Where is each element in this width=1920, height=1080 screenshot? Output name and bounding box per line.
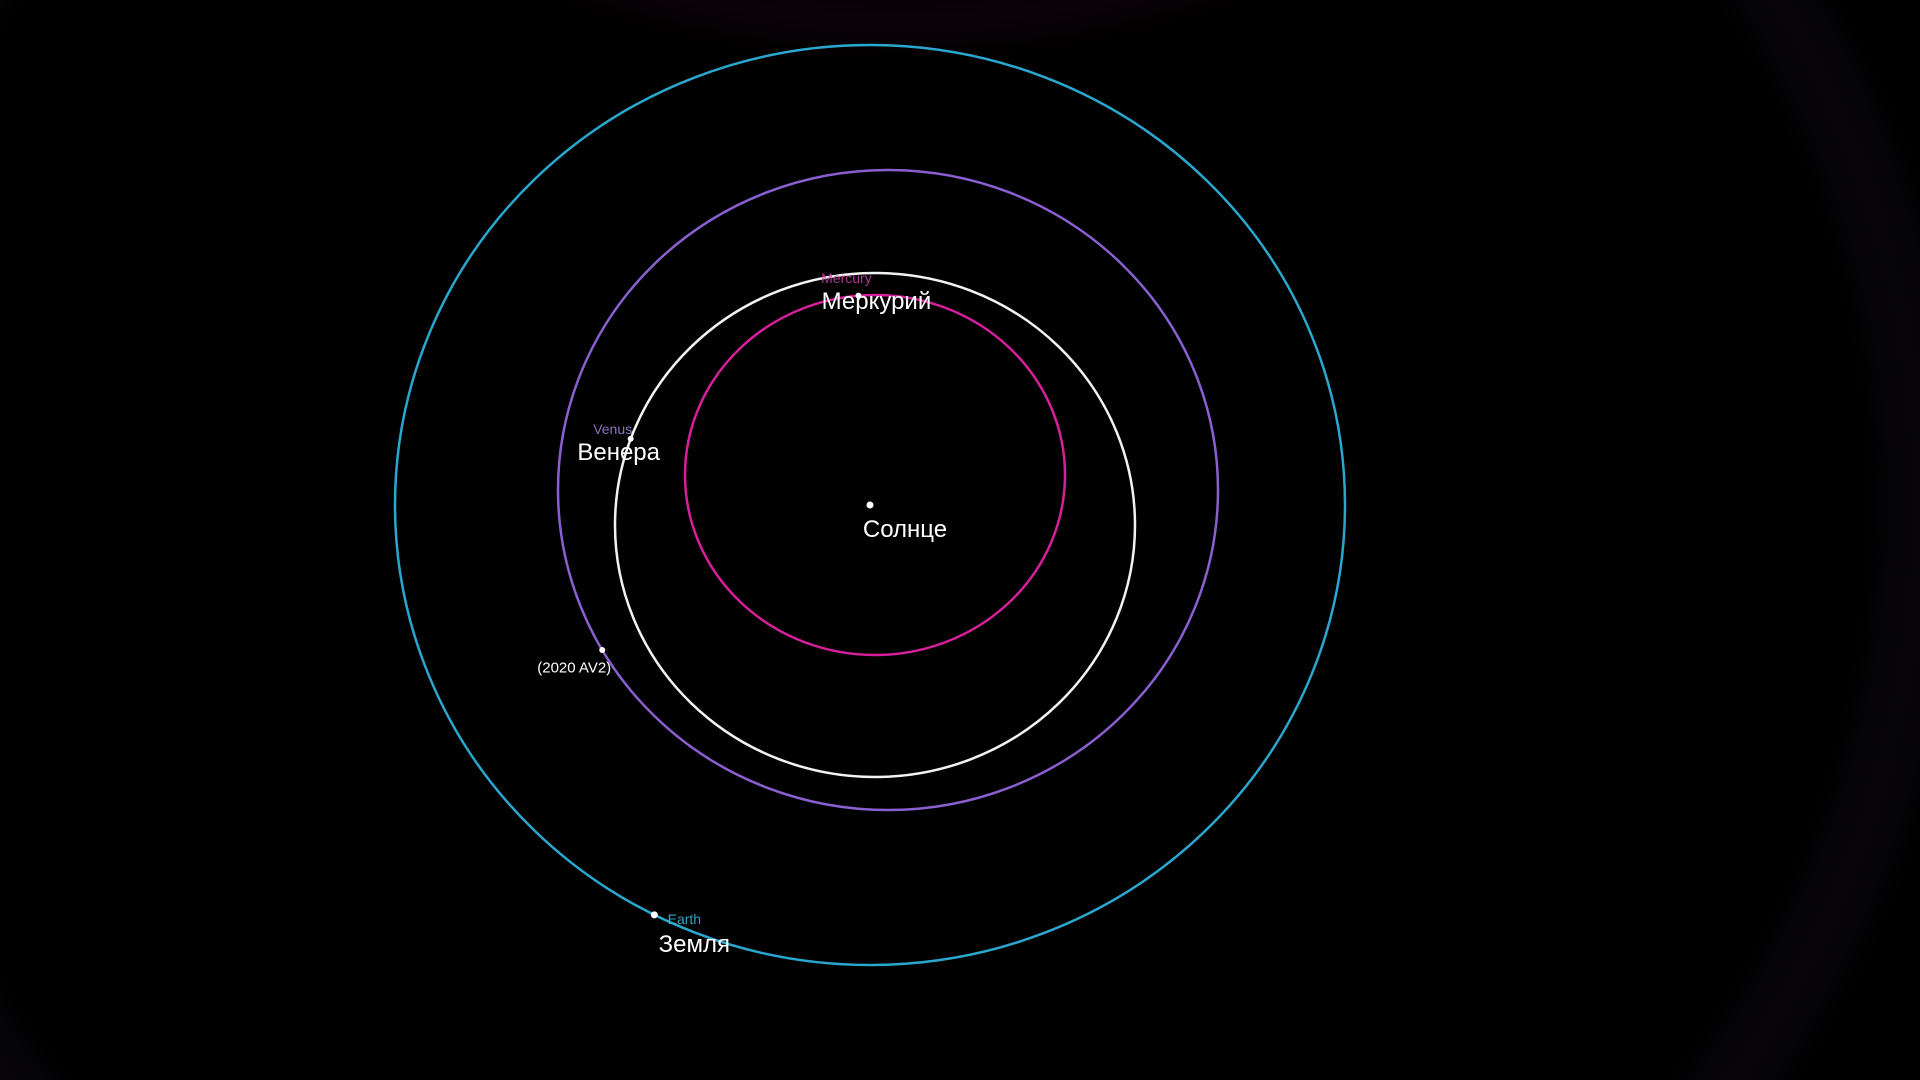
body-earth [651,911,658,918]
ghost-orbit-0 [0,0,1920,1080]
orbit-canvas [0,0,1920,1080]
body-sun [867,502,874,509]
body-venus [628,436,634,442]
orbit-asteroid [558,170,1218,810]
ghost-orbit-top [0,0,1850,20]
body-mercury [855,293,861,299]
orbit-mercury [685,295,1065,655]
body-asteroid [599,647,605,653]
orbital-diagram: MercuryМеркурийVenusВенера(2020 AV2)Eart… [0,0,1920,1080]
ghost-orbit-1 [0,0,1920,1080]
